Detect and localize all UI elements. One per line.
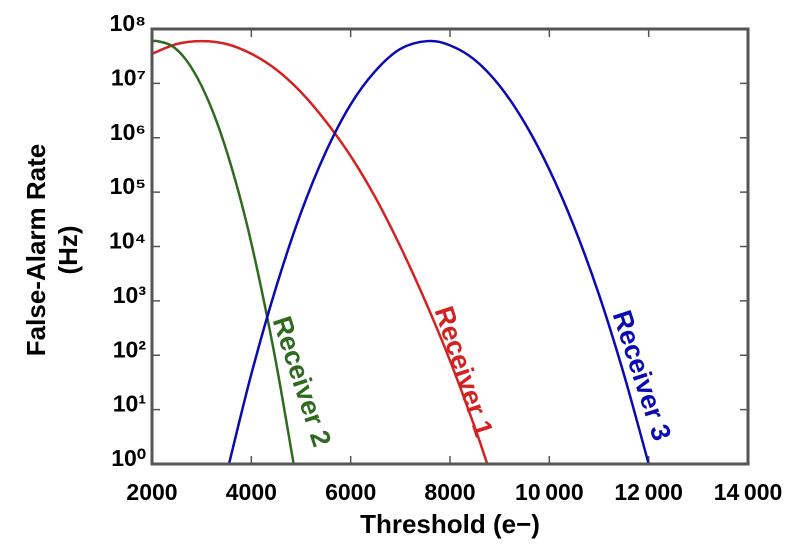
y-tick-label: 10⁵ [110, 173, 146, 199]
x-tick-label: 12 000 [614, 479, 683, 505]
x-tick-label: 10 000 [515, 479, 584, 505]
y-tick-label: 10³ [113, 282, 147, 308]
y-tick-label: 10¹ [113, 391, 146, 417]
x-tick-label: 14 000 [714, 479, 783, 505]
plot-frame [150, 27, 750, 466]
x-tick-label: 4000 [226, 479, 277, 505]
y-tick-label: 10⁶ [110, 119, 146, 145]
y-tick-label: 10² [113, 336, 147, 362]
x-tick-label: 8000 [424, 479, 475, 505]
series-line [152, 39, 295, 464]
series-label: Receiver 1 [429, 303, 499, 441]
series-label: Receiver 3 [607, 307, 677, 445]
y-tick-label: 10⁸ [110, 10, 146, 36]
series-line [152, 39, 489, 464]
y-tick-label: 10⁷ [111, 64, 146, 90]
series-label: Receiver 2 [267, 313, 337, 451]
x-tick-label: 2000 [126, 479, 177, 505]
y-axis-label: (Hz) [53, 225, 83, 274]
y-tick-label: 10⁴ [109, 228, 146, 254]
x-axis-label: Threshold (e−) [360, 509, 540, 539]
y-axis-label: False-Alarm Rate [21, 144, 51, 356]
x-tick-label: 6000 [325, 479, 376, 505]
y-tick-label: 10⁰ [111, 445, 146, 471]
series-line [227, 39, 650, 464]
